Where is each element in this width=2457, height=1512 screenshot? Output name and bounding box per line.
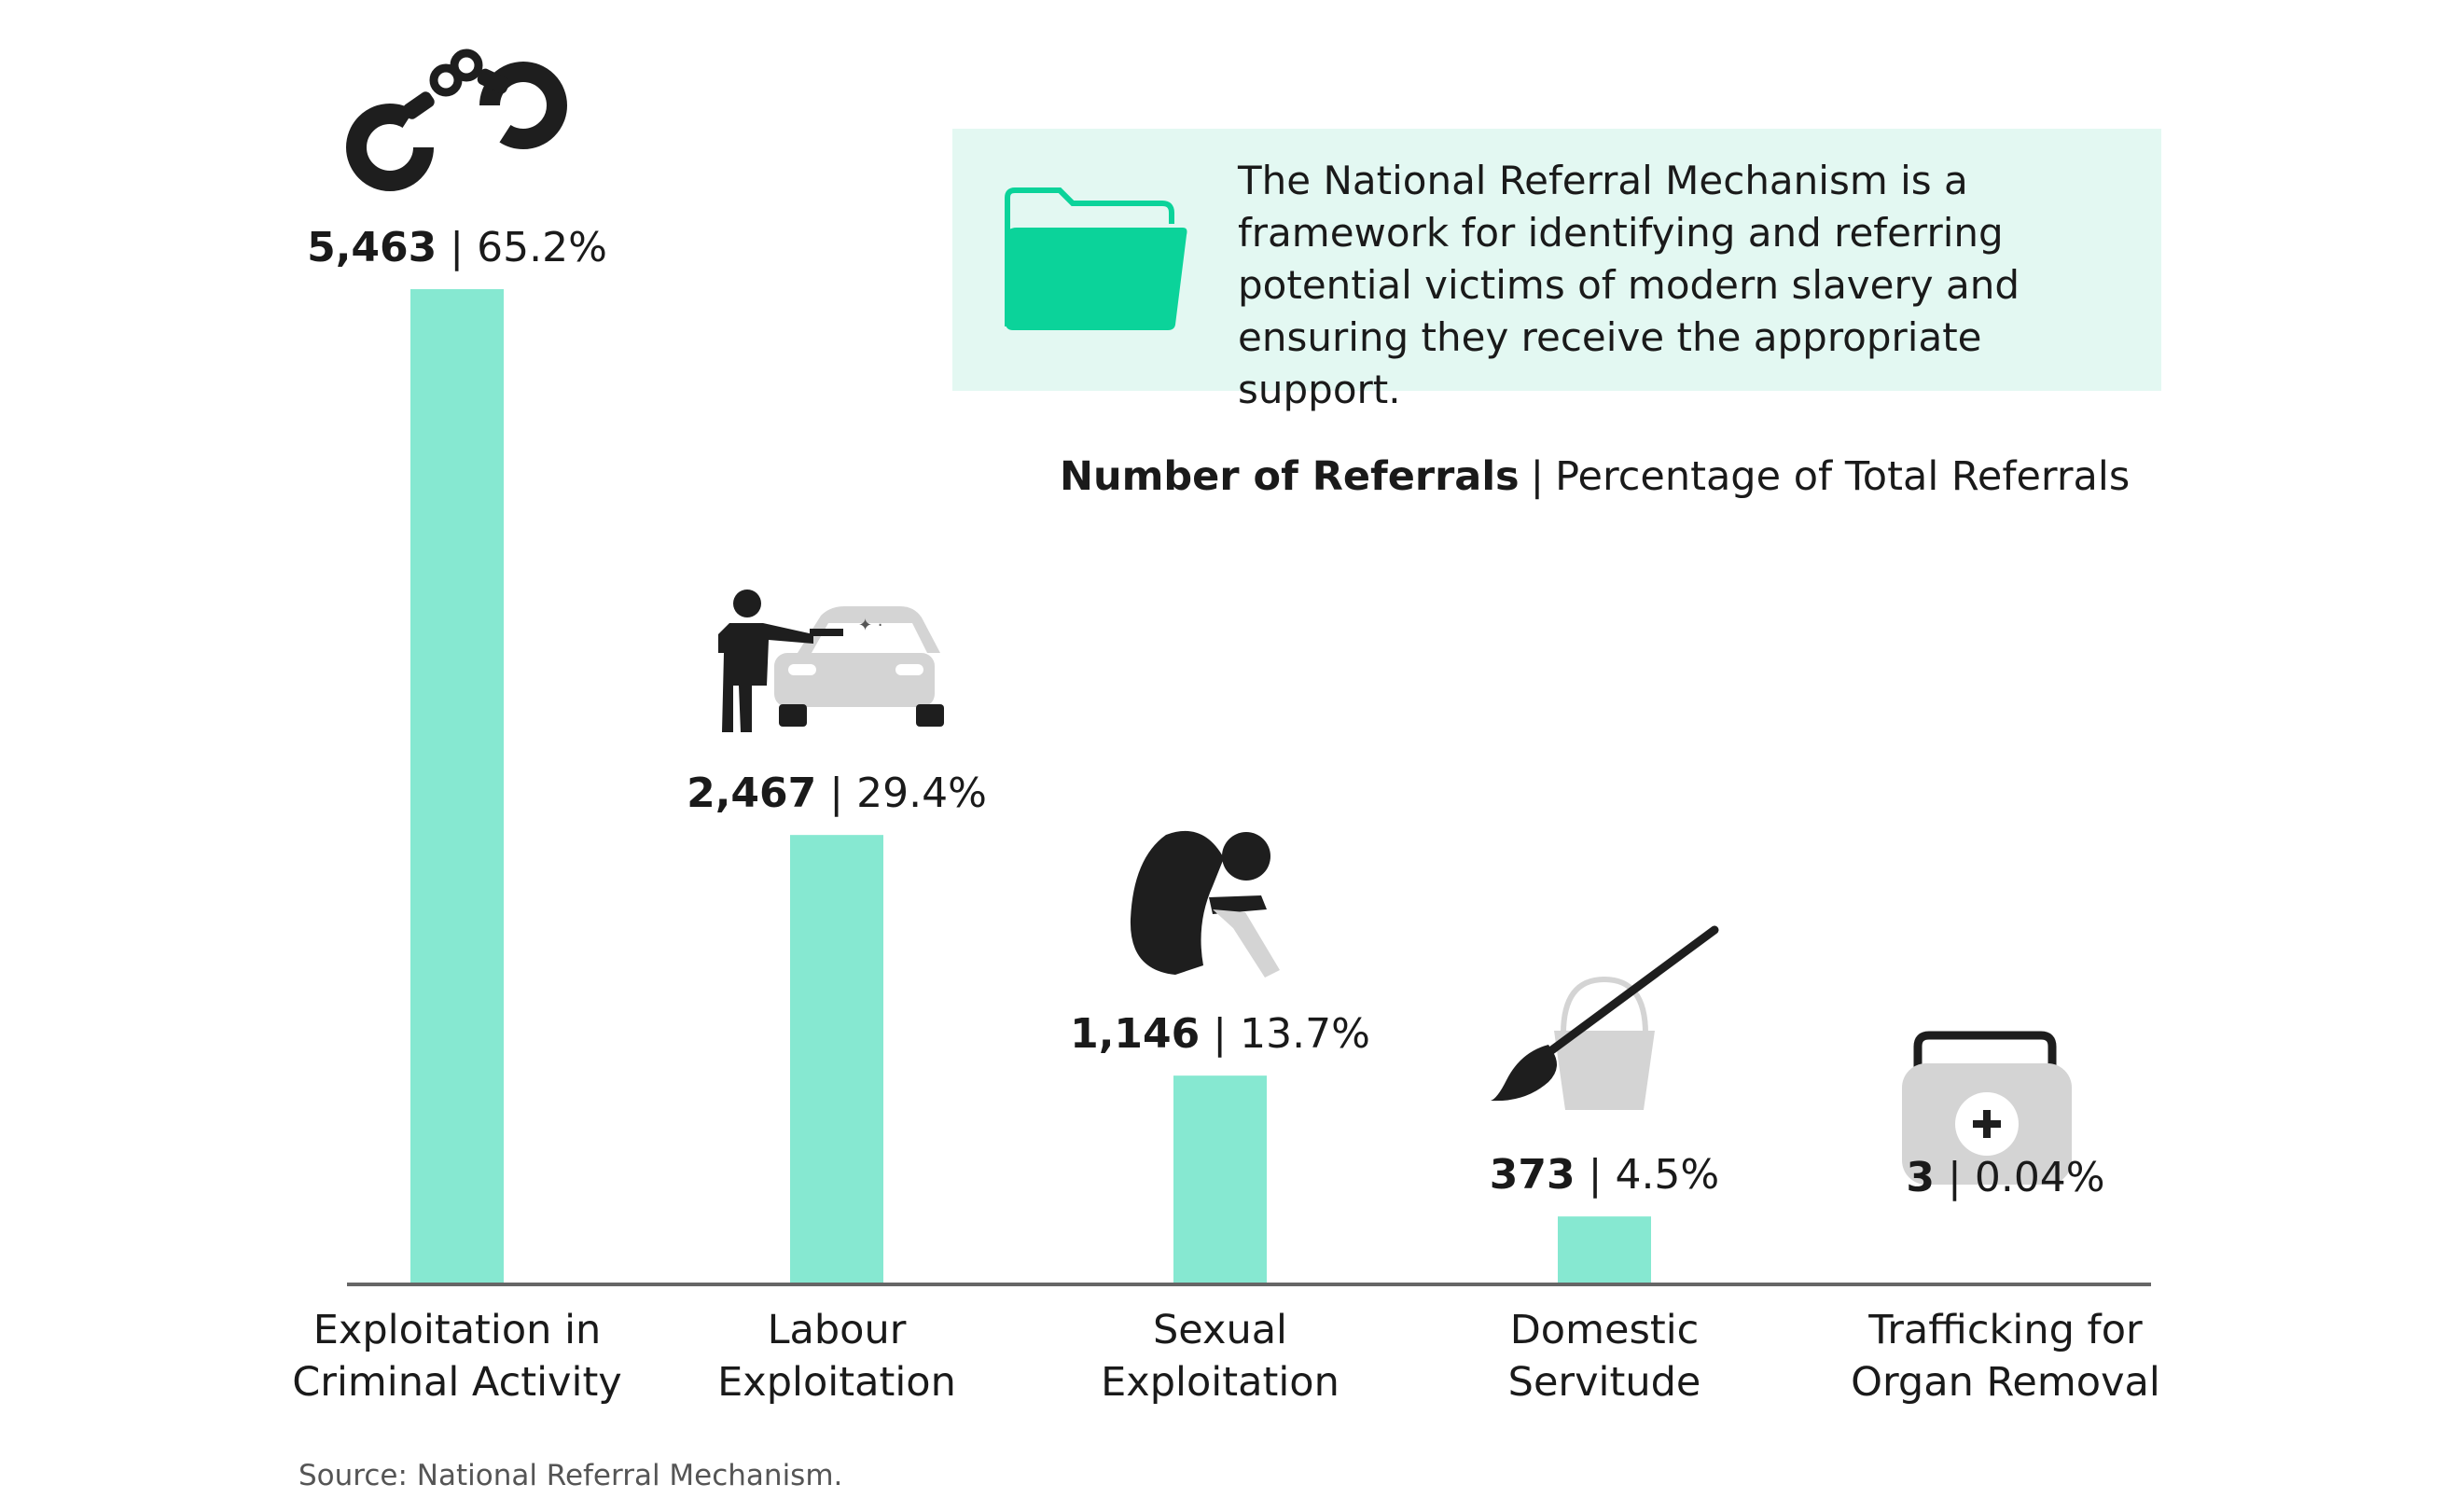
info-box: The National Referral Mechanism is a fra… — [952, 129, 2161, 412]
category-line-1: Organ Removal — [1851, 1359, 2160, 1406]
bucket-mop-icon — [1491, 925, 1719, 1110]
source-note: Source: National Referral Mechanism. — [298, 1459, 843, 1492]
value-separator: | — [1588, 1151, 1603, 1200]
value-number: 1,146 — [1070, 1010, 1201, 1059]
value-label-0: 5,463 | 65.2% — [307, 224, 607, 271]
category-label-4: Trafficking for Organ Removal — [1810, 1304, 2201, 1408]
value-label-1: 2,467 | 29.4% — [687, 770, 987, 817]
first-aid-kit-icon — [1902, 1031, 2072, 1185]
svg-text:✦ ·: ✦ · — [858, 616, 883, 635]
category-label-1: Labour Exploitation — [641, 1304, 1033, 1408]
value-label-4: 3 | 0.04% — [1906, 1154, 2104, 1201]
category-line-1: Servitude — [1507, 1359, 1701, 1406]
value-number: 2,467 — [687, 770, 817, 818]
value-label-2: 1,146 | 13.7% — [1070, 1010, 1370, 1058]
category-label-3: Domestic Servitude — [1409, 1304, 1800, 1408]
value-percentage: 29.4% — [856, 770, 987, 818]
legend-primary: Number of Referrals — [1060, 453, 1520, 500]
bars-group — [410, 289, 2052, 1284]
bar-0 — [410, 289, 504, 1284]
value-number: 373 — [1489, 1151, 1576, 1200]
value-number: 5,463 — [307, 224, 437, 271]
legend-separator: | — [1530, 453, 1545, 500]
value-percentage: 4.5% — [1615, 1151, 1720, 1200]
category-line-1: Criminal Activity — [292, 1359, 622, 1406]
bar-2 — [1173, 1075, 1267, 1284]
legend: Number of Referrals | Percentage of Total … — [1060, 453, 2130, 500]
value-separator: | — [1948, 1154, 1962, 1201]
value-separator: | — [1213, 1010, 1228, 1059]
value-separator: | — [450, 224, 465, 271]
handcuffs-icon — [346, 49, 567, 191]
info-text: The National Referral Mechanism is a fra… — [1238, 158, 2020, 412]
category-label-0: Exploitation in Criminal Activity — [261, 1304, 653, 1408]
category-line-0: Trafficking for — [1868, 1307, 2143, 1353]
category-line-1: Exploitation — [1101, 1359, 1340, 1406]
value-percentage: 13.7% — [1240, 1010, 1370, 1059]
category-line-1: Exploitation — [717, 1359, 956, 1406]
value-percentage: 65.2% — [477, 224, 607, 271]
legend-secondary: Percentage of Total Referrals — [1555, 453, 2131, 500]
value-percentage: 0.04% — [1974, 1154, 2105, 1201]
distressed-person-icon — [1130, 830, 1280, 978]
folder-icon — [1005, 187, 1187, 330]
category-label-2: Sexual Exploitation — [1024, 1304, 1416, 1408]
value-number: 3 — [1906, 1154, 1936, 1201]
category-line-0: Exploitation in — [312, 1307, 602, 1353]
category-line-0: Sexual — [1153, 1307, 1287, 1353]
car-washer-icon: ✦ · — [718, 590, 944, 732]
bar-1 — [790, 835, 883, 1284]
value-separator: | — [829, 770, 844, 818]
category-line-0: Domestic — [1509, 1307, 1700, 1353]
bar-3 — [1558, 1216, 1651, 1284]
value-label-3: 373 | 4.5% — [1490, 1151, 1719, 1199]
category-line-0: Labour — [767, 1307, 907, 1353]
